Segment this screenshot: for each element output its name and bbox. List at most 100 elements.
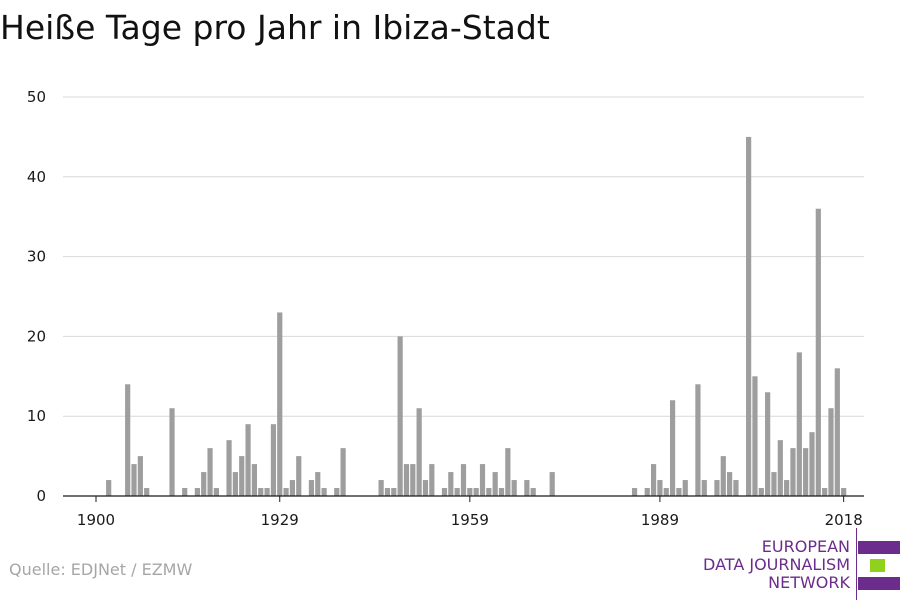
y-tick-label: 10 (27, 407, 46, 425)
bar (296, 456, 302, 496)
bar (467, 488, 473, 496)
source-note: Quelle: EDJNet / EZMW (9, 560, 193, 579)
bar (194, 488, 200, 496)
bar (207, 448, 213, 496)
bar (733, 480, 739, 496)
bar (416, 408, 422, 496)
bar (669, 400, 676, 496)
bar (251, 464, 258, 496)
bar (828, 408, 834, 496)
bar (524, 480, 530, 496)
x-tick-label: 1959 (451, 511, 489, 529)
bar (505, 448, 511, 496)
chart-title: Heiße Tage pro Jahr in Ibiza-Stadt (0, 8, 550, 47)
bar (841, 488, 847, 496)
y-axis: 0 10 20 30 40 50 (27, 88, 46, 505)
bar (429, 464, 435, 496)
bar (720, 456, 726, 496)
bar (815, 208, 821, 496)
logo-bar-purple-top (858, 541, 900, 554)
x-tick-label: 1900 (77, 511, 115, 529)
bar (727, 472, 733, 496)
y-tick-label: 30 (27, 248, 46, 266)
bar (232, 472, 238, 496)
bar (752, 376, 758, 496)
y-tick-label: 50 (27, 88, 46, 106)
bars (106, 136, 847, 496)
bar (448, 472, 454, 496)
bar (809, 432, 815, 496)
bar (790, 448, 796, 496)
bar (695, 384, 701, 496)
logo-line-3: NETWORK (768, 573, 850, 592)
bar (441, 488, 448, 496)
x-tick-label: 1989 (641, 511, 679, 529)
bar (378, 480, 384, 496)
bar (492, 472, 498, 496)
bar (834, 368, 840, 496)
bar (682, 480, 688, 496)
gridlines (63, 96, 864, 417)
bar (657, 480, 663, 496)
bar (125, 384, 131, 496)
bar (663, 488, 669, 496)
bar (137, 456, 143, 496)
bar (784, 480, 790, 496)
bar (106, 480, 112, 496)
bar (384, 488, 391, 496)
bar (321, 488, 327, 496)
bar (144, 488, 150, 496)
bar (765, 392, 771, 496)
bar (289, 480, 296, 496)
bar (803, 448, 809, 496)
bar (486, 488, 492, 496)
x-tick-label: 2018 (825, 511, 863, 529)
bar (264, 488, 270, 496)
x-tick-label: 1929 (261, 511, 299, 529)
bar (511, 480, 517, 496)
logo-bar-green (870, 559, 885, 572)
bar (479, 464, 486, 496)
bar (549, 472, 555, 496)
bar (315, 472, 321, 496)
bar (270, 424, 277, 496)
bar (245, 424, 251, 496)
bar (403, 464, 410, 496)
bar (758, 488, 764, 496)
bar (391, 488, 397, 496)
bar (650, 464, 657, 496)
bar (822, 488, 828, 496)
logo-line-2: DATA JOURNALISM (703, 555, 850, 574)
bar (701, 480, 707, 496)
logo-bar-purple-bottom (858, 577, 900, 590)
bar (422, 480, 429, 496)
bar (644, 488, 650, 496)
y-tick-label: 40 (27, 168, 46, 186)
bar (182, 488, 188, 496)
bar (714, 480, 720, 496)
bar (454, 488, 460, 496)
x-axis: 1900 1929 1959 1989 2018 (63, 495, 864, 529)
bar (777, 440, 783, 496)
bar (226, 440, 232, 496)
bar (410, 464, 416, 496)
bar (460, 464, 467, 496)
bar (397, 336, 403, 496)
edjnet-logo: EUROPEAN DATA JOURNALISM NETWORK (700, 528, 900, 600)
bar (201, 472, 207, 496)
y-tick-label: 20 (27, 327, 46, 345)
y-tick-label: 0 (36, 487, 46, 505)
bar (239, 456, 245, 496)
bar (631, 488, 638, 496)
logo-divider (856, 528, 857, 600)
bar (771, 472, 777, 496)
bar (213, 488, 219, 496)
bar (169, 408, 175, 496)
bar (530, 488, 536, 496)
bar (473, 488, 479, 496)
bar (283, 488, 289, 496)
bar (258, 488, 264, 496)
bar (340, 448, 346, 496)
bar (334, 488, 340, 496)
bar-chart: 0 10 20 30 40 50 1900 1929 1959 1989 2018 (27, 88, 864, 529)
